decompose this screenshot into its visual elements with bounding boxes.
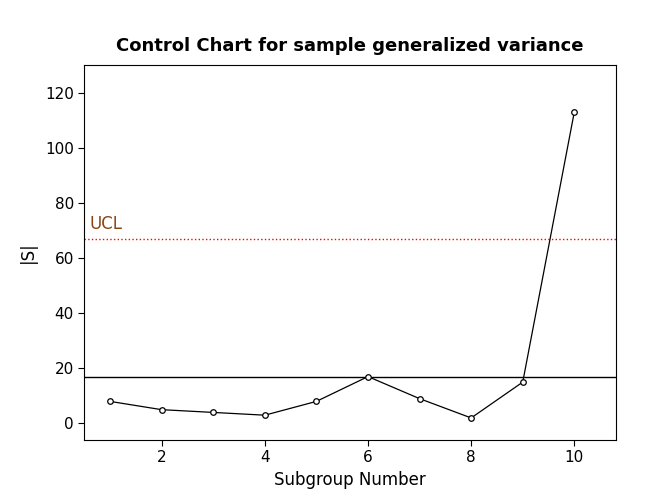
Text: UCL: UCL — [89, 215, 122, 233]
X-axis label: Subgroup Number: Subgroup Number — [274, 471, 426, 489]
Title: Control Chart for sample generalized variance: Control Chart for sample generalized var… — [116, 37, 584, 55]
Y-axis label: |S|: |S| — [19, 242, 37, 264]
